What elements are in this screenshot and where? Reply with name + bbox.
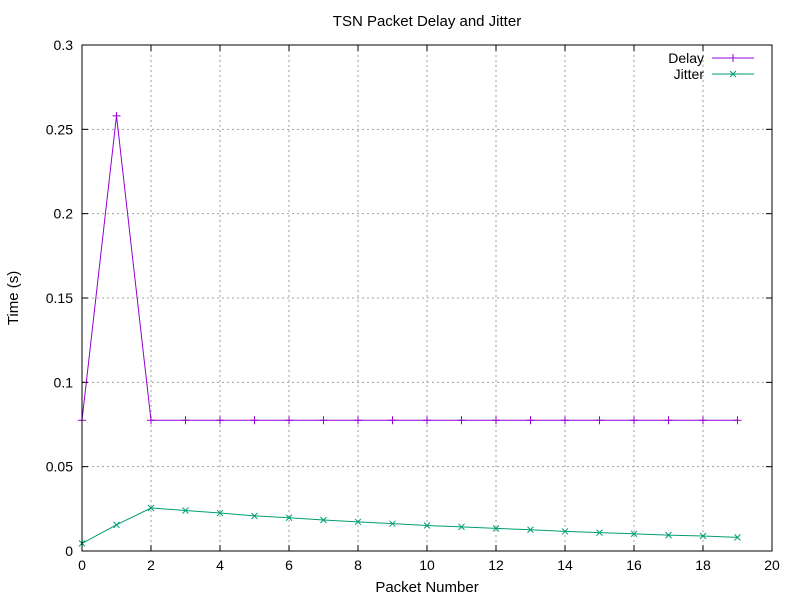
- data-point-jitter: [320, 516, 327, 524]
- legend-marker-delay: [729, 54, 737, 62]
- data-point-jitter: [147, 504, 155, 512]
- data-point-jitter: [492, 525, 500, 532]
- grid: [82, 45, 772, 551]
- data-point-jitter: [389, 520, 396, 528]
- x-tick-label: 18: [695, 557, 711, 573]
- data-point-jitter: [216, 509, 224, 517]
- y-tick-label: 0.25: [46, 121, 73, 137]
- data-point-jitter: [665, 531, 672, 539]
- data-point-delay: [492, 416, 500, 425]
- y-tick-label: 0: [65, 543, 73, 559]
- data-point-delay: [630, 416, 638, 425]
- y-axis-label: Time (s): [5, 271, 22, 325]
- x-tick-label: 10: [419, 557, 435, 573]
- data-point-delay: [112, 111, 121, 120]
- series-line-jitter: [81, 507, 738, 544]
- data-point-jitter: [251, 512, 258, 520]
- data-point-jitter: [561, 528, 569, 535]
- x-tick-label: 12: [488, 557, 504, 573]
- ticks: [81, 44, 773, 552]
- data-point-delay: [216, 416, 224, 425]
- x-tick-label: 2: [147, 557, 155, 573]
- chart-title: TSN Packet Delay and Jitter: [333, 13, 521, 30]
- data-point-delay: [423, 416, 431, 425]
- y-tick-label: 0.2: [54, 206, 74, 222]
- x-tick-label: 14: [557, 557, 573, 573]
- x-tick-label: 20: [764, 557, 780, 573]
- y-tick-label: 0.3: [54, 37, 74, 53]
- data-point-delay: [699, 416, 707, 425]
- data-point-delay: [664, 416, 673, 425]
- data-point-jitter: [423, 522, 431, 529]
- data-point-jitter: [354, 518, 362, 526]
- data-point-delay: [733, 416, 742, 425]
- legend-label-jitter: Jitter: [674, 66, 705, 82]
- x-tick-label: 6: [285, 557, 293, 573]
- data-point-delay: [181, 416, 190, 425]
- y-tick-label: 0.15: [46, 290, 73, 306]
- data-point-delay: [595, 416, 604, 425]
- tick-labels: 0 2 4 6 8 10 12 14 16 18 20 0 0.05 0.1 0.15 0.2 0.25 0.3: [46, 37, 780, 573]
- legend-label-delay: Delay: [668, 50, 704, 66]
- data-point-delay: [250, 416, 259, 425]
- data-point-jitter: [285, 514, 293, 522]
- y-tick-label: 0.1: [54, 374, 74, 390]
- data-point-jitter: [699, 532, 707, 540]
- series-line-delay: [81, 115, 738, 421]
- data-point-delay: [388, 416, 397, 425]
- x-tick-label: 0: [78, 557, 86, 573]
- data-point-delay: [285, 416, 293, 425]
- data-point-jitter: [113, 521, 120, 529]
- data-point-jitter: [458, 523, 465, 531]
- x-tick-label: 8: [354, 557, 362, 573]
- data-point-delay: [354, 416, 362, 425]
- series-layer: [78, 111, 742, 547]
- data-point-jitter: [630, 530, 638, 538]
- data-point-jitter: [182, 507, 189, 514]
- data-point-delay: [526, 416, 535, 425]
- x-tick-label: 16: [626, 557, 642, 573]
- data-point-jitter: [596, 529, 603, 536]
- data-point-delay: [147, 416, 155, 425]
- legend-marker-jitter: [729, 70, 737, 78]
- data-point-delay: [319, 416, 328, 425]
- data-point-delay: [561, 416, 569, 425]
- data-point-jitter: [734, 533, 741, 541]
- x-axis-label: Packet Number: [375, 579, 478, 596]
- data-point-delay: [457, 416, 466, 425]
- x-tick-label: 4: [216, 557, 224, 573]
- y-tick-label: 0.05: [46, 459, 73, 475]
- data-point-jitter: [527, 526, 534, 534]
